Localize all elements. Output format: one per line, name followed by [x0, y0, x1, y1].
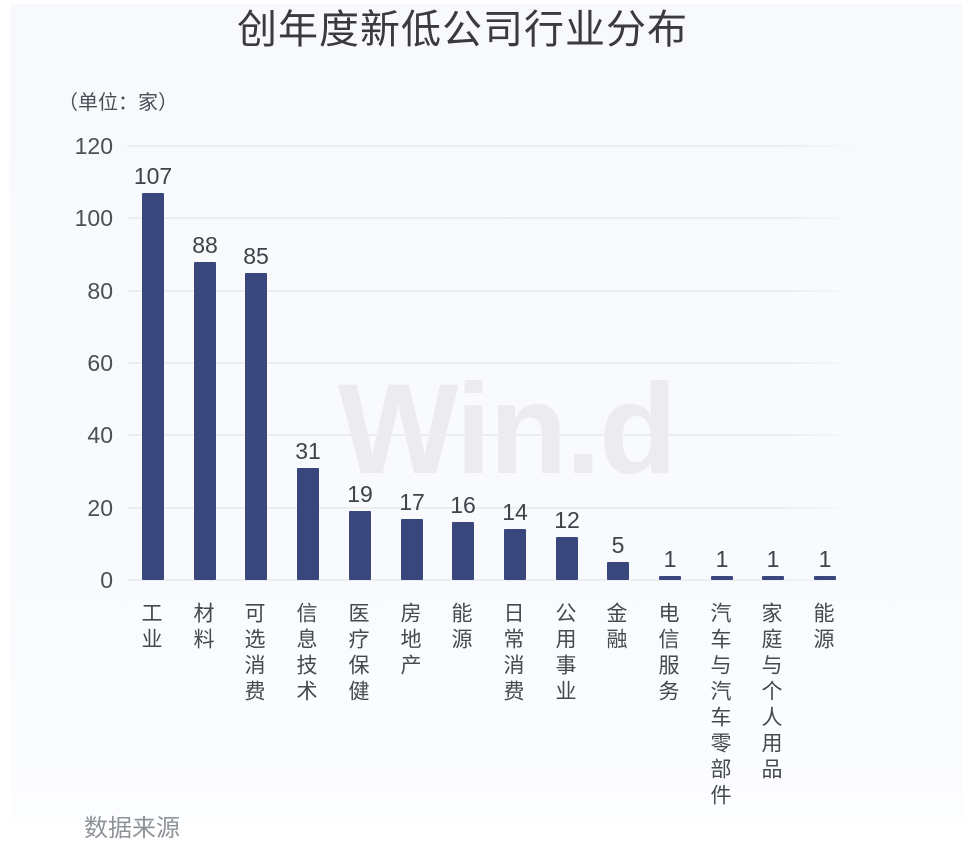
category-label-0: 工业 — [139, 602, 162, 654]
data-source-label: 数据来源 — [84, 815, 180, 842]
gridline-20 — [127, 506, 858, 509]
bar-value-label-7: 14 — [502, 499, 528, 525]
gridline-0 — [127, 579, 858, 581]
bar-value-label-4: 19 — [347, 481, 373, 507]
category-label-5: 房地产 — [398, 602, 421, 680]
gridline-80 — [127, 289, 858, 292]
bar-1 — [194, 262, 216, 580]
chart-area: 创年度新低公司行业分布 （单位：家） Win.d 数据来源 0 20 40 60 80 1… — [58, 8, 858, 842]
bar-value-label-3: 31 — [295, 438, 321, 464]
bar-value-label-12: 1 — [766, 546, 780, 572]
bar-3 — [297, 468, 319, 580]
y-tick-label-120: 120 — [74, 133, 113, 159]
y-tick-label-20: 20 — [87, 494, 113, 521]
bar-12 — [762, 576, 784, 580]
y-tick-label-60: 60 — [87, 350, 113, 376]
gridline-100 — [127, 217, 858, 220]
gridline-40 — [127, 434, 858, 437]
bar-value-label-9: 5 — [611, 532, 625, 558]
bar-value-label-11: 1 — [715, 546, 729, 572]
bar-9 — [607, 562, 629, 580]
wind-watermark: Win.d — [338, 358, 677, 501]
category-label-9: 金融 — [604, 602, 627, 654]
bar-11 — [711, 576, 733, 580]
category-label-13: 能源 — [811, 602, 834, 654]
gridline-120 — [127, 145, 858, 147]
bar-2 — [245, 273, 267, 580]
chart-title: 创年度新低公司行业分布 — [237, 8, 688, 52]
bar-5 — [401, 519, 423, 580]
bar-value-label-6: 16 — [450, 492, 476, 518]
category-label-1: 材料 — [191, 602, 214, 654]
bar-4 — [349, 511, 371, 580]
bar-8 — [556, 537, 578, 580]
category-label-6: 能源 — [449, 602, 472, 654]
category-label-4: 医疗保健 — [346, 602, 369, 706]
bar-0 — [142, 193, 164, 580]
category-label-3: 信息技术 — [294, 602, 317, 706]
bar-value-label-13: 1 — [818, 546, 832, 572]
category-label-11: 汽车与汽车零部件 — [708, 602, 731, 810]
bar-value-label-0: 107 — [133, 163, 173, 189]
y-tick-label-0: 0 — [100, 567, 113, 593]
gridline-60 — [127, 362, 858, 364]
category-label-10: 电信服务 — [656, 602, 679, 706]
bar-value-label-5: 17 — [399, 489, 425, 515]
category-label-8: 公用事业 — [553, 602, 576, 706]
category-label-7: 日常消费 — [501, 602, 524, 706]
bar-value-label-10: 1 — [663, 546, 677, 572]
bar-value-label-1: 88 — [192, 232, 218, 258]
y-tick-label-40: 40 — [87, 422, 113, 449]
y-tick-label-100: 100 — [74, 205, 113, 232]
bar-value-label-2: 85 — [243, 243, 269, 269]
bar-13 — [814, 576, 836, 580]
bar-6 — [452, 522, 474, 580]
bar-7 — [504, 529, 526, 580]
bar-value-label-8: 12 — [554, 507, 580, 533]
category-label-2: 可选消费 — [242, 602, 265, 706]
y-tick-label-80: 80 — [87, 277, 113, 304]
chart-panel — [10, 4, 962, 823]
category-label-12: 家庭与个人用品 — [759, 602, 782, 784]
bar-10 — [659, 576, 681, 580]
unit-label: （单位：家） — [58, 92, 178, 114]
